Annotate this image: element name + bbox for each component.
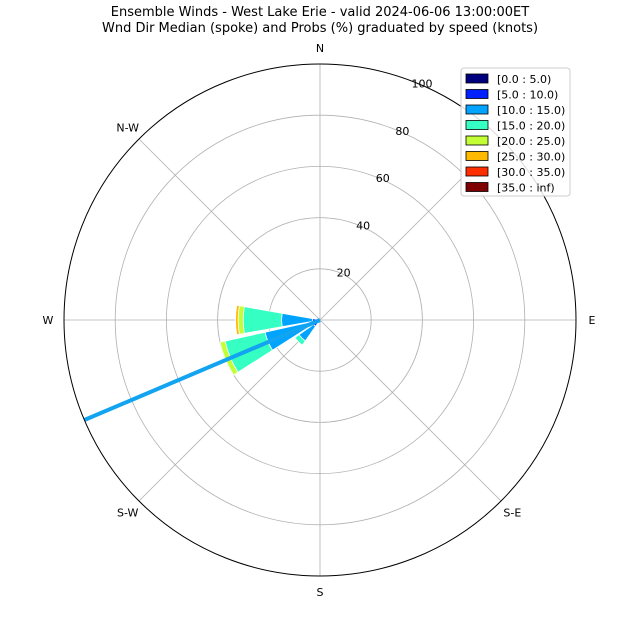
- radial-label-20: 20: [337, 267, 351, 280]
- direction-label-s-w: S-W: [117, 506, 139, 519]
- chart-title: Ensemble Winds - West Lake Erie - valid …: [110, 5, 530, 20]
- polar-grid: [64, 64, 576, 576]
- legend-label-1: [5.0 : 10.0): [497, 89, 558, 102]
- direction-label-s-e: S-E: [503, 506, 521, 519]
- legend-label-5: [25.0 : 30.0): [497, 151, 565, 164]
- legend-swatch-5: [465, 151, 489, 161]
- direction-label-n-w: N-W: [116, 122, 139, 135]
- outer-ring: [63, 63, 577, 577]
- legend-label-2: [10.0 : 15.0): [497, 104, 565, 117]
- radial-label-60: 60: [376, 172, 390, 185]
- legend-label-6: [30.0 : 35.0): [497, 166, 565, 179]
- radial-label-100: 100: [411, 77, 432, 90]
- direction-label-w: W: [43, 314, 54, 327]
- bar-sector0-bin5: [235, 304, 240, 336]
- bar-sector2-bin3: [294, 334, 306, 346]
- legend-swatch-0: [465, 73, 489, 84]
- legend: [0.0 : 5.0) [5.0 : 10.0) [10.0 : 15.0) [15.…: [460, 67, 571, 197]
- legend-swatch-2: [465, 104, 489, 115]
- grid-spoke-315: [138, 138, 321, 321]
- outer-circle: [63, 63, 577, 577]
- legend-label-3: [15.0 : 20.0): [497, 120, 565, 133]
- legend-swatch-7: [465, 182, 489, 192]
- radial-label-80: 80: [395, 125, 409, 138]
- legend-frame: [460, 67, 571, 197]
- legend-label-0: [0.0 : 5.0): [497, 73, 551, 86]
- legend-swatch-1: [465, 89, 489, 99]
- chart-subtitle: Wnd Dir Median (spoke) and Probs (%) gra…: [101, 21, 539, 36]
- legend-swatch-3: [465, 120, 489, 130]
- grid-spoke-225: [138, 319, 321, 502]
- direction-label-n: N: [316, 42, 324, 55]
- direction-label-e: E: [589, 314, 596, 327]
- grid-spoke-135: [319, 319, 502, 502]
- radial-labels: 20 40 60 80 100: [337, 77, 433, 279]
- legend-label-4: [20.0 : 25.0): [497, 135, 565, 148]
- median-spoke: [83, 318, 321, 422]
- radial-label-40: 40: [356, 219, 370, 232]
- direction-labels: N N-W W S-W S S-E E: [43, 42, 596, 599]
- legend-swatch-6: [465, 166, 489, 177]
- median-spoke-line: [83, 318, 321, 422]
- legend-label-7: [35.0 : inf): [497, 182, 555, 195]
- direction-label-s: S: [317, 586, 324, 599]
- legend-swatch-4: [465, 135, 489, 146]
